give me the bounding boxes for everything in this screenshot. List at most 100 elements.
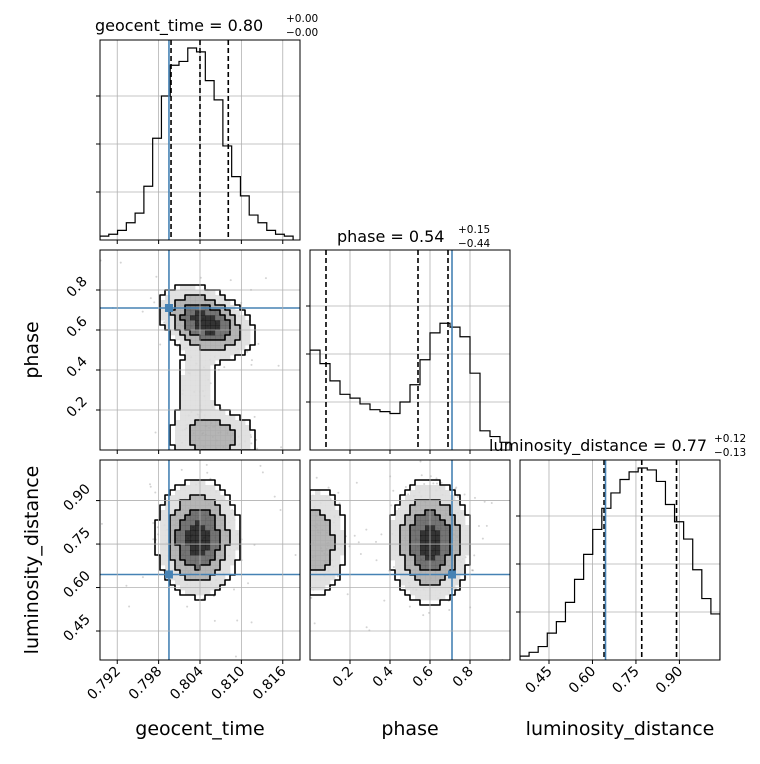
title-geocent-time-minus: −0.00 (286, 27, 318, 39)
panel-phase-luminosity_distance-density-cell (415, 590, 421, 596)
panel-phase-luminosity_distance-sample-point (346, 593, 349, 596)
panel-geocent_time-phase-density-cell (205, 375, 211, 381)
panel-geocent_time-phase-density-cell (215, 310, 221, 316)
panel-geocent_time-luminosity_distance-density-cell (190, 530, 196, 536)
panel-geocent_time-luminosity_distance-density-cell (195, 575, 201, 581)
panel-geocent_time-phase-density-cell (180, 405, 186, 411)
panel-geocent_time-phase-density-cell (180, 445, 186, 450)
panel-phase-luminosity_distance-density-cell (320, 520, 326, 526)
panel-geocent_time-luminosity_distance-density-cell (205, 560, 211, 566)
panel-geocent_time-phase-density-cell (190, 330, 196, 336)
panel-geocent_time-luminosity_distance-density-cell (205, 540, 211, 546)
panel-geocent_time-phase-sample-point (149, 297, 152, 300)
panel-geocent_time-luminosity_distance-density-cell (190, 575, 196, 581)
panel-geocent_time-phase-density-cell (225, 330, 231, 336)
panel-phase-luminosity_distance-density-cell (430, 510, 436, 516)
panel-geocent_time-phase-density-cell (185, 325, 191, 331)
panel-geocent_time-phase-density-cell (200, 435, 206, 441)
panel-geocent_time-luminosity_distance-density-cell (225, 515, 231, 521)
panel-geocent_time-phase-density-cell (205, 310, 211, 316)
panel-geocent_time-phase-density-cell (175, 310, 181, 316)
panel-geocent_time-phase-density-cell (235, 320, 241, 326)
panel-geocent_time-luminosity_distance-density-cell (185, 485, 191, 491)
panel-phase-luminosity_distance-density-cell (325, 515, 331, 521)
panel-geocent_time-luminosity_distance-density-cell (195, 525, 201, 531)
panel-geocent_time-phase-density-cell (225, 320, 231, 326)
panel-geocent_time-luminosity_distance-density-cell (220, 565, 226, 571)
panel-geocent_time-phase-density-cell (190, 415, 196, 421)
panel-phase-luminosity_distance-density-cell (435, 545, 441, 551)
panel-geocent_time-luminosity_distance-density-cell (190, 480, 196, 486)
panel-geocent_time-phase-sample-point (246, 350, 249, 353)
panel-geocent_time-phase-density-cell (200, 440, 206, 446)
axes-diag-geocent_time (99, 39, 301, 241)
panel-geocent_time-phase-density-cell (185, 385, 191, 391)
panel-phase-luminosity_distance-density-cell (310, 515, 316, 521)
panel-geocent_time-phase-density-cell (245, 430, 251, 436)
panel-geocent_time-luminosity_distance-density-cell (200, 485, 206, 491)
panel-phase-luminosity_distance-density-cell (415, 540, 421, 546)
panel-phase-luminosity_distance-density-cell (455, 515, 461, 521)
panel-phase-luminosity_distance-density-cell (325, 535, 331, 541)
panel-phase-luminosity_distance-density-cell (440, 505, 446, 511)
panel-phase-luminosity_distance-density-cell (420, 525, 426, 531)
panel-phase-luminosity_distance-density-cell (445, 510, 451, 516)
ylabel-luminosity-distance: luminosity_distance (21, 466, 43, 655)
panel-phase-luminosity_distance-density-cell (420, 485, 426, 491)
panel-geocent_time-phase-density-cell (215, 425, 221, 431)
panel-phase-luminosity_distance-density-cell (310, 545, 316, 551)
panel-phase-luminosity_distance-sample-point (456, 495, 459, 498)
panel-phase-luminosity_distance-density-cell (425, 515, 431, 521)
panel-geocent_time-phase-density-cell (185, 415, 191, 421)
panel-geocent_time-phase-density-cell (180, 390, 186, 396)
panel-geocent_time-luminosity_distance-density-cell (170, 505, 176, 511)
panel-geocent_time-luminosity_distance-density-cell (175, 570, 181, 576)
panel-geocent_time-luminosity_distance-density-cell (165, 525, 171, 531)
panel-geocent_time-phase-density-cell (190, 375, 196, 381)
panel-geocent_time-luminosity_distance-density-cell (185, 540, 191, 546)
panel-geocent_time-luminosity_distance-density-cell (190, 545, 196, 551)
panel-geocent_time-luminosity_distance-density-cell (185, 550, 191, 556)
panel-geocent_time-phase-density-cell (170, 325, 176, 331)
panel-phase-luminosity_distance-density-cell (415, 575, 421, 581)
panel-geocent_time-phase-density-cell (245, 335, 251, 341)
panel-geocent_time-phase-density-cell (195, 350, 201, 356)
panel-geocent_time-luminosity_distance-density-cell (215, 580, 221, 586)
panel-geocent_time-luminosity_distance-density-cell (180, 560, 186, 566)
panel-geocent_time-luminosity_distance-density-cell (215, 570, 221, 576)
panel-geocent_time-luminosity_distance-density-cell (175, 490, 181, 496)
panel-phase-luminosity_distance-density-cell (400, 525, 406, 531)
panel-geocent_time-luminosity_distance-sample-point (233, 588, 236, 591)
panel-geocent_time-luminosity_distance-density-cell (215, 520, 221, 526)
panel-geocent_time-phase-density-cell (210, 340, 216, 346)
panel-geocent_time-luminosity_distance-density-cell (200, 505, 206, 511)
panel-geocent_time-phase-density-cell (195, 380, 201, 386)
panel-geocent_time-phase-density-cell (165, 310, 171, 316)
panel-phase-luminosity_distance-sample-point (310, 596, 313, 599)
panel-geocent_time-luminosity_distance-density-cell (165, 505, 171, 511)
panel-phase-luminosity_distance-density-cell (420, 565, 426, 571)
panel-phase-luminosity_distance-density-cell (310, 555, 316, 561)
panel-phase-luminosity_distance-density-cell (465, 525, 471, 531)
panel-phase-luminosity_distance-density-cell (420, 505, 426, 511)
panel-geocent_time-luminosity_distance-density-cell (235, 540, 241, 546)
panel-phase-luminosity_distance-density-cell (330, 500, 336, 506)
panel-phase-luminosity_distance-density-cell (410, 565, 416, 571)
panel-geocent_time-phase-density-cell (190, 295, 196, 301)
panel-phase-luminosity_distance-density-cell (440, 485, 446, 491)
panel-phase-luminosity_distance-density-cell (310, 575, 316, 581)
xtick-label-geocent_time-0: 0.792 (84, 664, 124, 704)
panel-geocent_time-phase-density-cell (195, 330, 201, 336)
panel-phase-luminosity_distance-density-cell (445, 565, 451, 571)
panel-geocent_time-phase-density-cell (185, 330, 191, 336)
panel-phase-luminosity_distance-density-cell (435, 485, 441, 491)
panel-geocent_time-phase-density-cell (200, 405, 206, 411)
panel-phase-luminosity_distance-density-cell (410, 510, 416, 516)
panel-geocent_time-phase-density-cell (190, 390, 196, 396)
panel-geocent_time-phase-density-cell (215, 355, 221, 361)
panel-phase-luminosity_distance-density-cell (315, 535, 321, 541)
panel-geocent_time-phase-density-cell (190, 320, 196, 326)
panel-phase-luminosity_distance-density-cell (315, 570, 321, 576)
panel-phase-luminosity_distance-density-cell (420, 575, 426, 581)
panel-geocent_time-luminosity_distance-density-cell (185, 490, 191, 496)
